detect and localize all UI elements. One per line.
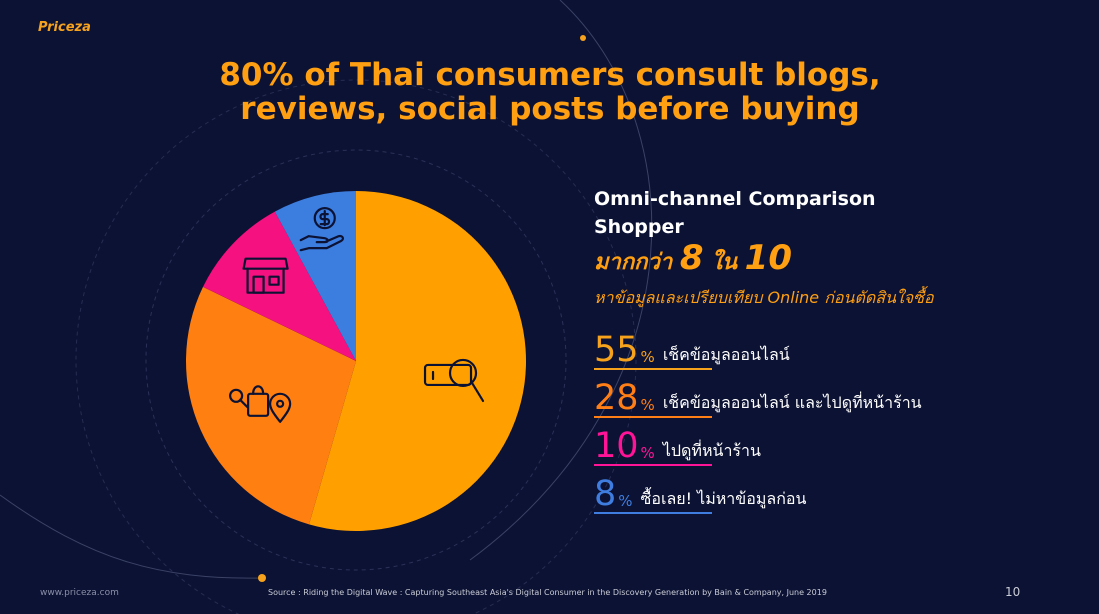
stat-row: 8% ซื้อเลย! ไม่หาข้อมูลก่อน — [594, 474, 806, 514]
stat-unit: % — [640, 444, 655, 462]
stat-underline — [594, 464, 712, 466]
stat-pct: 55 — [594, 330, 639, 370]
stat-desc: เช็คข้อมูลออนไลน์ และไปดูที่หน้าร้าน — [662, 393, 922, 412]
stat-pct: 10 — [594, 426, 639, 466]
pie-slice — [309, 191, 527, 531]
headline-line-1: 80% of Thai consumers consult blogs, — [219, 57, 881, 93]
stat-unit: % — [640, 396, 655, 414]
tagline: หาข้อมูลและเปรียบเทียบ Online ก่อนตัดสิน… — [594, 288, 934, 307]
subhead-line-2: Shopper — [594, 216, 684, 238]
orbit-dot — [580, 35, 586, 41]
pie-slice — [274, 191, 356, 361]
big-mid: ใน — [711, 250, 737, 275]
stat-underline — [594, 368, 712, 370]
subhead: Omni-channel Comparison Shopper — [594, 185, 914, 241]
stat-underline — [594, 416, 712, 418]
headline: 80% of Thai consumers consult blogs, rev… — [120, 58, 980, 126]
pie-chart — [186, 191, 527, 531]
shopping-location-icon — [229, 385, 292, 423]
money-hand-icon — [299, 207, 345, 252]
stat-row: 55% เช็คข้อมูลออนไลน์ — [594, 330, 790, 370]
headline-line-2: reviews, social posts before buying — [240, 91, 860, 127]
orbit-dot — [258, 574, 266, 582]
stat-unit: % — [618, 492, 633, 510]
store-icon — [242, 257, 289, 294]
stat-desc: เช็คข้อมูลออนไลน์ — [662, 345, 790, 364]
big-prefix: มากกว่า — [594, 250, 673, 275]
stat-desc: ซื้อเลย! ไม่หาข้อมูลก่อน — [640, 489, 807, 508]
stat-desc: ไปดูที่หน้าร้าน — [662, 441, 761, 460]
pie-slice — [202, 211, 356, 361]
footer-source: Source : Riding the Digital Wave : Captu… — [268, 588, 827, 597]
subhead-line-1: Omni-channel Comparison — [594, 188, 876, 210]
footer-site[interactable]: www.priceza.com — [40, 588, 119, 598]
stat-pct: 8 — [594, 474, 617, 514]
stat-row: 28% เช็คข้อมูลออนไลน์ และไปดูที่หน้าร้าน — [594, 378, 922, 418]
stat-row: 10% ไปดูที่หน้าร้าน — [594, 426, 761, 466]
brand-logo[interactable]: Priceza — [38, 20, 91, 35]
stat-unit: % — [640, 348, 655, 366]
page-number: 10 — [1005, 585, 1021, 599]
stat-underline — [594, 512, 712, 514]
big-num-1: 8 — [679, 238, 704, 278]
stat-pct: 28 — [594, 378, 639, 418]
search-icon — [423, 358, 485, 403]
big-num-2: 10 — [744, 238, 792, 278]
big-stat: มากกว่า 8 ใน 10 — [594, 238, 792, 279]
